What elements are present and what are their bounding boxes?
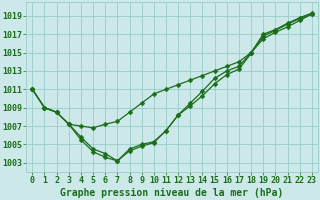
X-axis label: Graphe pression niveau de la mer (hPa): Graphe pression niveau de la mer (hPa) bbox=[60, 188, 284, 198]
